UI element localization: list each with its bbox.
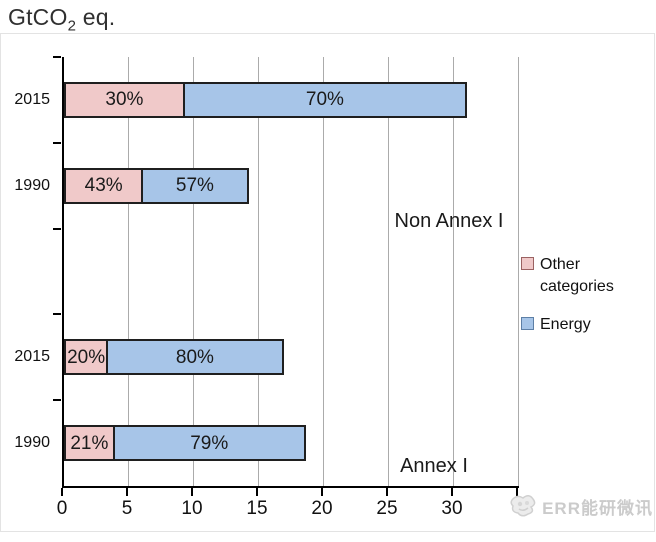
x-axis-tick <box>126 488 128 496</box>
percent-label: 21% <box>70 432 109 454</box>
x-axis-tick <box>256 488 258 496</box>
gridline <box>128 57 129 486</box>
year-label: 2015 <box>14 90 50 108</box>
percent-label: 43% <box>84 175 123 197</box>
legend-swatch <box>521 317 534 331</box>
gridline <box>518 57 519 486</box>
watermark-text: ERR能研微讯 <box>542 498 653 518</box>
x-tick-label: 20 <box>311 498 333 519</box>
bar-segment-other-categories: 43% <box>64 167 144 204</box>
bar-segment-energy: 70% <box>182 81 467 118</box>
chart-title-subscript: 2 <box>67 17 77 35</box>
y-axis-tick <box>53 56 61 58</box>
gridline <box>193 57 194 486</box>
bar-segment-other-categories: 20% <box>64 339 109 376</box>
x-axis-tick <box>61 488 63 496</box>
x-tick-label: 10 <box>181 498 203 519</box>
group-label-annex-i: Annex I <box>400 455 468 477</box>
year-label: 1990 <box>14 176 50 194</box>
x-axis-tick <box>321 488 323 496</box>
x-tick-label: 25 <box>376 498 398 519</box>
plot-area: Non Annex I Annex I 30% 70% 43% 57% 20% 80% 21… <box>62 57 519 488</box>
gridline <box>388 57 389 486</box>
y-axis-tick <box>53 313 61 316</box>
x-tick-label: 0 <box>56 498 68 519</box>
x-tick-label: 5 <box>121 498 133 519</box>
x-tick-label: 30 <box>441 498 463 519</box>
x-tick-label: 15 <box>246 498 268 519</box>
bar-segment-energy: 80% <box>106 339 284 376</box>
y-axis-tick <box>53 227 61 230</box>
bar-segment-other-categories: 30% <box>64 81 185 118</box>
percent-label: 20% <box>67 346 106 368</box>
y-axis-tick <box>53 141 61 144</box>
percent-label: 80% <box>175 346 214 368</box>
group-label-non-annex-i: Non Annex I <box>394 210 504 232</box>
gridline <box>258 57 259 486</box>
gridline <box>323 57 324 486</box>
percent-label: 57% <box>175 175 214 197</box>
legend-swatch <box>521 257 534 270</box>
bar-segment-other-categories: 21% <box>64 425 115 462</box>
x-axis-tick <box>451 488 453 496</box>
year-label: 2015 <box>14 348 50 366</box>
legend-label: Energy <box>540 316 591 334</box>
x-axis-tick <box>191 488 193 496</box>
chart-title: GtCO2 eq. <box>8 4 115 35</box>
x-axis-tick <box>516 488 518 496</box>
gridline <box>453 57 454 486</box>
legend-item: Other categories <box>521 254 653 297</box>
watermark: ERR能研微讯 <box>509 492 653 520</box>
percent-label: 30% <box>105 89 144 111</box>
percent-label: 70% <box>305 89 344 111</box>
legend-label: Other categories <box>540 256 614 295</box>
chart-title-suffix: eq. <box>76 4 116 30</box>
y-axis-tick <box>53 399 61 402</box>
bar-segment-energy: 79% <box>112 425 306 462</box>
year-label: 1990 <box>14 434 50 452</box>
bar-segment-energy: 57% <box>141 167 249 204</box>
chart-title-prefix: GtCO <box>8 4 68 30</box>
legend: Other categories Energy <box>521 254 653 353</box>
x-axis-tick <box>386 488 388 496</box>
watermark-logo-icon <box>510 495 536 517</box>
percent-label: 79% <box>190 432 229 454</box>
legend-item: Energy <box>521 314 653 336</box>
